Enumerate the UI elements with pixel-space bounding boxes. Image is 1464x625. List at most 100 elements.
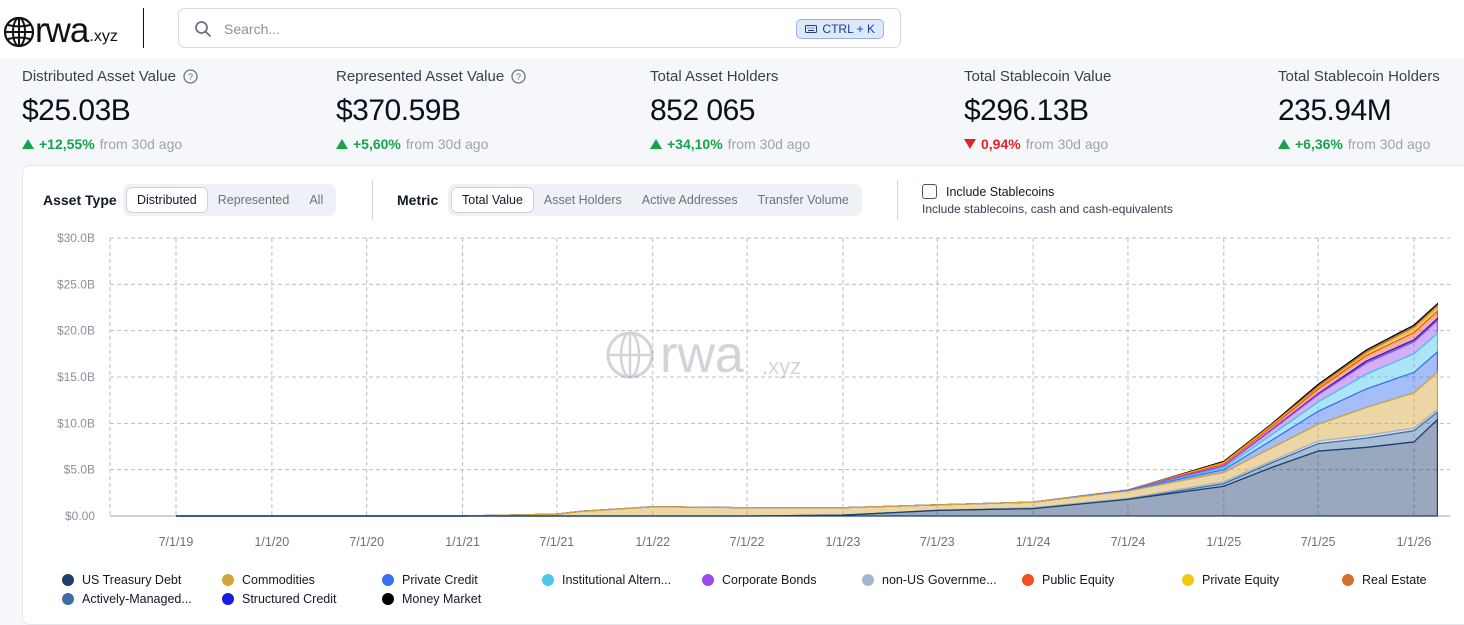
stat-change-suffix: from 30d ago xyxy=(727,136,811,152)
stat-change-percent: +5,60% xyxy=(353,136,401,152)
y-tick-label: $30.0B xyxy=(57,231,95,245)
legend-item[interactable]: Corporate Bonds xyxy=(702,573,817,587)
legend-swatch xyxy=(222,593,234,605)
logo[interactable]: rwa .xyz xyxy=(3,10,118,50)
legend-label: Corporate Bonds xyxy=(722,573,817,587)
stat-label: Total Stablecoin Holders xyxy=(1278,67,1440,85)
legend-swatch xyxy=(702,574,714,586)
header-divider xyxy=(143,8,144,48)
search-input[interactable] xyxy=(222,17,766,41)
asset-type-label: Asset Type xyxy=(43,192,117,208)
legend-swatch xyxy=(1342,574,1354,586)
asset-type-option-distributed[interactable]: Distributed xyxy=(126,187,208,213)
watermark xyxy=(606,331,654,379)
asset-type-option-all[interactable]: All xyxy=(309,193,324,207)
top-bar: rwa .xyz CTRL + K xyxy=(0,0,1464,58)
arrow-down-icon xyxy=(964,139,976,149)
stat-label-row: Total Stablecoin Holders xyxy=(1278,66,1440,86)
legend-swatch xyxy=(542,574,554,586)
metric-option-active-addresses[interactable]: Active Addresses xyxy=(641,193,738,207)
stat-change-suffix: from 30d ago xyxy=(1025,136,1109,152)
stat-change: +34,10% from 30d ago xyxy=(650,136,810,152)
stat-card: Represented Asset Value? $370.59B +5,60% fr… xyxy=(336,66,526,152)
legend-label: Structured Credit xyxy=(242,592,337,606)
stat-label: Represented Asset Value xyxy=(336,67,505,85)
x-tick-label: 7/1/23 xyxy=(920,535,955,549)
stat-label-row: Distributed Asset Value? xyxy=(22,66,198,86)
legend-swatch xyxy=(862,574,874,586)
legend-item[interactable]: Public Equity xyxy=(1022,573,1114,587)
stat-value: $25.03B xyxy=(22,94,131,127)
legend-item[interactable]: non-US Governme... xyxy=(862,573,997,587)
x-tick-label: 7/1/22 xyxy=(730,535,765,549)
asset-type-toggle: Distributed Represented All xyxy=(123,184,337,216)
help-icon[interactable]: ? xyxy=(183,68,198,84)
stat-value: 235.94M xyxy=(1278,94,1392,127)
stat-label: Total Stablecoin Value xyxy=(964,67,1112,85)
x-tick-label: 7/1/20 xyxy=(349,535,384,549)
metric-option-transfer-volume[interactable]: Transfer Volume xyxy=(757,193,849,207)
legend-item[interactable]: Institutional Altern... xyxy=(542,573,671,587)
x-tick-label: 1/1/24 xyxy=(1016,535,1051,549)
watermark-globe-icon xyxy=(606,331,654,379)
svg-text:?: ? xyxy=(188,72,193,82)
legend-label: Private Equity xyxy=(1202,573,1280,587)
stat-label: Total Asset Holders xyxy=(650,67,779,85)
stat-change-percent: +34,10% xyxy=(667,136,723,152)
legend-label: Money Market xyxy=(402,592,482,606)
legend-swatch xyxy=(62,593,74,605)
legend-label: Actively-Managed... xyxy=(82,592,192,606)
stat-card: Total Asset Holders 852 065 +34,10% from 30… xyxy=(650,66,810,152)
arrow-up-icon xyxy=(336,139,348,149)
keyboard-icon xyxy=(805,25,818,33)
stat-label-row: Total Stablecoin Value xyxy=(964,66,1111,86)
search-icon xyxy=(195,21,211,37)
stat-change-percent: 0,94% xyxy=(981,136,1021,152)
stat-card: Distributed Asset Value? $25.03B +12,55% fr… xyxy=(22,66,198,152)
legend-item[interactable]: Private Credit xyxy=(382,573,478,587)
legend-swatch xyxy=(222,574,234,586)
legend-label: non-US Governme... xyxy=(882,573,997,587)
stat-value: 852 065 xyxy=(650,94,755,127)
globe-icon xyxy=(3,16,35,48)
x-tick-label: 7/1/25 xyxy=(1301,535,1336,549)
legend-item[interactable]: Private Equity xyxy=(1182,573,1279,587)
legend-label: Institutional Altern... xyxy=(562,573,672,587)
arrow-up-icon xyxy=(650,139,662,149)
x-tick-label: 1/1/22 xyxy=(635,535,670,549)
stat-change: 0,94% from 30d ago xyxy=(964,136,1111,152)
metric-option-total-value[interactable]: Total Value xyxy=(451,187,534,213)
include-stablecoins-checkbox[interactable] xyxy=(922,184,937,199)
metric-option-asset-holders[interactable]: Asset Holders xyxy=(543,193,622,207)
legend-item[interactable]: Money Market xyxy=(382,592,481,606)
legend-item[interactable]: US Treasury Debt xyxy=(62,573,181,587)
x-tick-label: 1/1/21 xyxy=(445,535,480,549)
stat-card: Total Stablecoin Value $296.13B 0,94% from … xyxy=(964,66,1111,152)
stat-change-suffix: from 30d ago xyxy=(1347,136,1431,152)
legend-label: Real Estate xyxy=(1362,573,1427,587)
legend-item[interactable]: Real Estate xyxy=(1342,573,1427,587)
stat-change-percent: +6,36% xyxy=(1295,136,1343,152)
series-area-us-treasury-debt xyxy=(176,418,1438,517)
legend-item[interactable]: Commodities xyxy=(222,573,315,587)
x-tick-label: 7/1/19 xyxy=(159,535,194,549)
include-stablecoins-label[interactable]: Include Stablecoins xyxy=(946,185,1055,199)
legend-swatch xyxy=(1182,574,1194,586)
x-tick-label: 1/1/20 xyxy=(254,535,289,549)
y-tick-label: $20.0B xyxy=(57,324,95,338)
search-bar[interactable]: CTRL + K xyxy=(178,8,901,48)
legend-item[interactable]: Structured Credit xyxy=(222,592,336,606)
arrow-up-icon xyxy=(1278,139,1290,149)
stat-change: +12,55% from 30d ago xyxy=(22,136,198,152)
y-tick-label: $5.0B xyxy=(64,463,95,477)
arrow-up-icon xyxy=(22,139,34,149)
stat-card: Total Stablecoin Holders 235.94M +6,36% fro… xyxy=(1278,66,1440,152)
x-tick-label: 1/1/26 xyxy=(1397,535,1432,549)
help-icon[interactable]: ? xyxy=(511,68,526,84)
asset-type-option-represented[interactable]: Represented xyxy=(217,193,290,207)
legend-item[interactable]: Actively-Managed... xyxy=(62,592,192,606)
svg-text:?: ? xyxy=(516,72,521,82)
stat-change-percent: +12,55% xyxy=(39,136,95,152)
metric-toggle: Total Value Asset Holders Active Addresses… xyxy=(448,184,862,216)
y-tick-label: $0.00 xyxy=(65,509,95,523)
